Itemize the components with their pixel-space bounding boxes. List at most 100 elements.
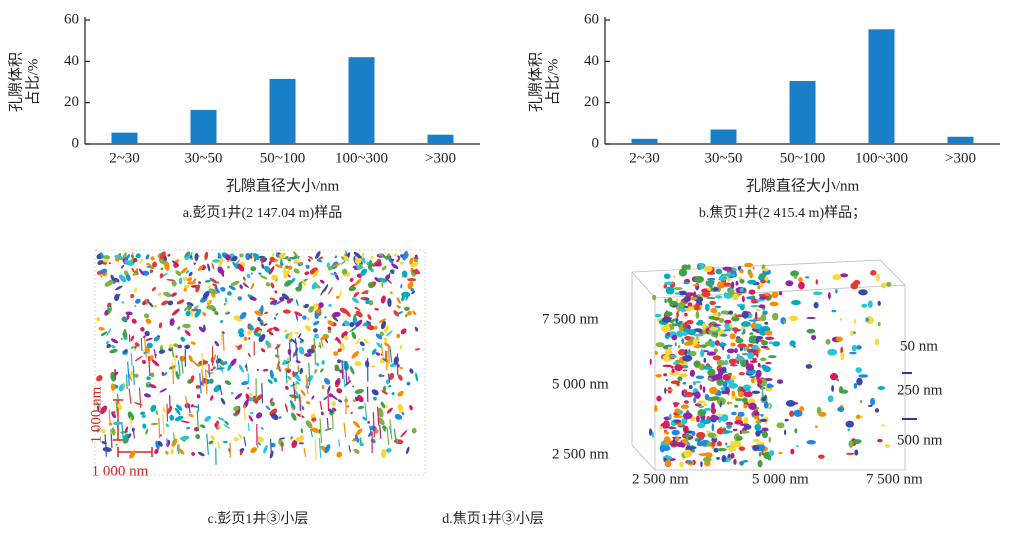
pore	[709, 386, 718, 395]
pore	[248, 393, 253, 397]
pore	[142, 359, 146, 365]
pore	[378, 253, 384, 257]
pore	[354, 434, 360, 443]
pore	[343, 320, 350, 327]
pore	[246, 273, 251, 279]
pore	[283, 270, 290, 279]
bar	[631, 138, 658, 144]
x-tick-label: 2~30	[109, 150, 140, 166]
pore-vein	[269, 438, 272, 453]
pore	[324, 316, 327, 319]
pore	[741, 310, 749, 319]
pore	[397, 255, 401, 259]
pore	[757, 379, 763, 385]
pore	[224, 361, 228, 365]
pore	[197, 451, 205, 457]
pore-vein	[348, 376, 350, 384]
pore	[268, 266, 275, 275]
pore	[742, 328, 746, 335]
pore	[367, 420, 371, 424]
pore	[100, 275, 103, 278]
pore	[726, 424, 732, 429]
pore-vein	[216, 423, 219, 430]
pore	[206, 305, 216, 310]
pore	[375, 352, 381, 356]
pore-vein	[338, 439, 341, 447]
pore	[755, 369, 762, 378]
pore	[754, 376, 757, 383]
pore	[794, 428, 798, 434]
pore	[858, 289, 868, 296]
pore	[351, 331, 357, 340]
pore	[249, 254, 253, 259]
pore	[139, 259, 143, 264]
pore-vein	[216, 355, 219, 369]
pore	[731, 293, 739, 301]
pore	[308, 258, 311, 262]
pore	[355, 319, 363, 328]
pore	[195, 384, 201, 389]
pore	[383, 337, 388, 343]
pore	[263, 445, 268, 454]
pore	[213, 384, 222, 393]
pore	[848, 440, 854, 448]
pore	[121, 264, 125, 269]
pore	[270, 299, 278, 305]
pore	[718, 312, 721, 316]
pore	[296, 380, 300, 385]
pore	[394, 413, 403, 420]
pore-vein	[201, 368, 205, 387]
pore	[171, 280, 177, 287]
pore	[727, 372, 732, 377]
pore	[212, 366, 216, 370]
pore	[726, 270, 735, 273]
pore	[854, 449, 859, 456]
pore	[220, 267, 225, 277]
pore	[180, 267, 188, 274]
pore	[718, 398, 721, 405]
bar	[348, 57, 375, 145]
pore	[308, 255, 314, 260]
pore	[378, 318, 387, 324]
pore	[160, 267, 164, 271]
pore	[415, 372, 419, 382]
pore	[332, 316, 339, 322]
pore-vein	[148, 355, 151, 377]
y-tick-label: 40	[64, 53, 79, 69]
pore	[743, 424, 752, 430]
pore	[663, 311, 673, 317]
pore	[393, 253, 398, 257]
pore	[229, 253, 235, 258]
pore	[711, 423, 715, 432]
pore	[689, 369, 696, 377]
pore	[188, 413, 194, 418]
pore	[329, 393, 338, 401]
bar	[868, 29, 895, 144]
pore	[684, 312, 688, 317]
pore	[336, 451, 343, 458]
pore	[329, 273, 338, 276]
pore	[239, 448, 245, 452]
pore	[703, 408, 713, 411]
pore	[249, 296, 257, 301]
pore	[247, 329, 252, 335]
pore	[257, 330, 262, 334]
pore	[110, 338, 119, 344]
pore	[877, 300, 881, 306]
pore	[141, 299, 150, 306]
pore	[355, 310, 363, 318]
pore	[324, 427, 332, 431]
pore	[651, 431, 655, 438]
pore	[886, 281, 892, 287]
pore	[291, 440, 298, 448]
pore	[126, 316, 129, 320]
pore	[363, 338, 369, 344]
pore	[761, 431, 769, 439]
pore	[224, 254, 231, 261]
pore	[665, 388, 674, 392]
pore	[112, 280, 117, 285]
pore	[355, 428, 363, 436]
y-axis-label: 占比/%	[24, 59, 41, 106]
pore	[166, 439, 171, 448]
pore	[300, 428, 303, 434]
